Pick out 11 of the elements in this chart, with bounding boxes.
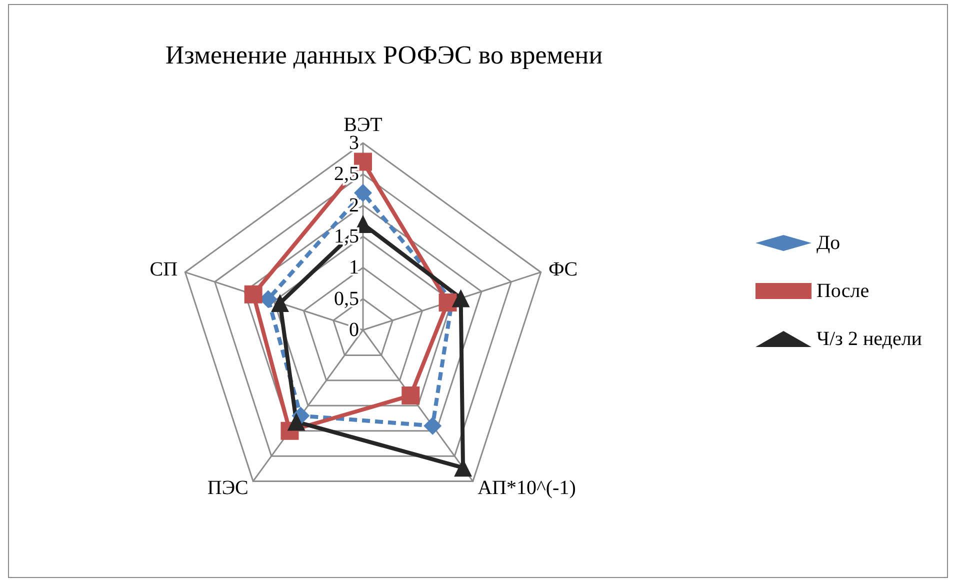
y-tick-label: 1 xyxy=(349,256,359,279)
spoke-label: АП*10^(-1) xyxy=(478,476,576,499)
y-tick-label: 0,5 xyxy=(334,288,359,310)
y-tick-label: 0 xyxy=(349,319,359,341)
legend-label: До xyxy=(816,232,840,254)
legend-label: После xyxy=(816,280,870,302)
spoke-label: ПЭС xyxy=(207,476,248,499)
spoke-label: ФС xyxy=(548,258,578,281)
spoke-label: СП xyxy=(150,258,178,281)
legend-label: Ч/з 2 недели xyxy=(816,328,922,350)
chart-title: Изменение данных РОФЭС во времени xyxy=(165,40,603,70)
